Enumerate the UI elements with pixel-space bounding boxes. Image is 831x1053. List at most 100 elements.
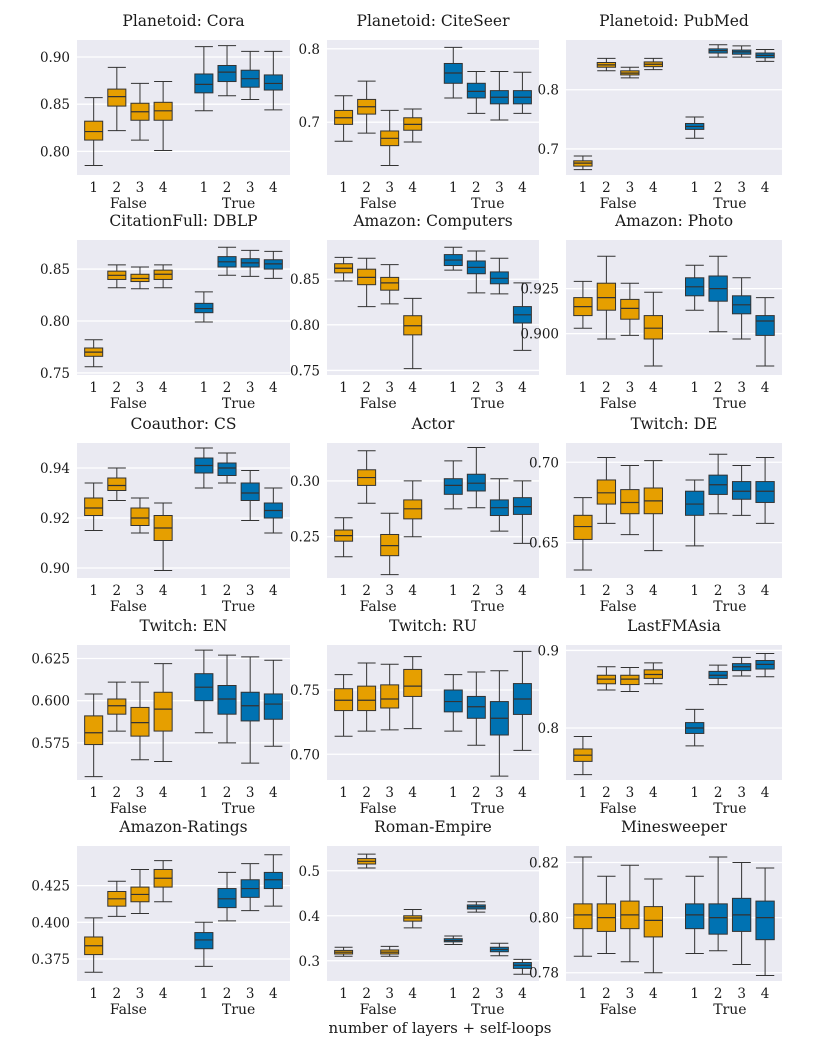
x-tick-label: 2 bbox=[472, 986, 481, 1002]
box-true-1 bbox=[194, 447, 214, 489]
x-tick-label: 3 bbox=[385, 380, 394, 396]
x-tick-label: 4 bbox=[408, 986, 417, 1002]
x-tick-label: 4 bbox=[761, 380, 770, 396]
box-true-4 bbox=[512, 480, 532, 544]
group-label-true: True bbox=[471, 196, 504, 212]
plot-background bbox=[566, 40, 782, 175]
x-tick-label: 4 bbox=[518, 785, 527, 801]
iqr-box bbox=[194, 73, 214, 94]
x-tick-label: 4 bbox=[649, 583, 658, 599]
iqr-box bbox=[403, 668, 423, 697]
y-tick-label: 0.9 bbox=[538, 643, 559, 659]
panel-title: Planetoid: PubMed bbox=[599, 12, 749, 30]
group-label-false: False bbox=[110, 196, 147, 212]
box-false-4 bbox=[403, 656, 423, 730]
iqr-box bbox=[380, 684, 400, 709]
box-true-2 bbox=[708, 856, 728, 952]
x-axis-label: number of layers + self-loops bbox=[329, 1019, 552, 1037]
y-tick-label: 0.4 bbox=[299, 909, 320, 925]
box-true-1 bbox=[194, 291, 214, 323]
x-tick-label: 3 bbox=[246, 380, 255, 396]
box-true-4 bbox=[755, 867, 775, 976]
x-tick-label: 4 bbox=[761, 986, 770, 1002]
iqr-box bbox=[217, 685, 237, 715]
iqr-box bbox=[263, 871, 283, 890]
x-tick-label: 4 bbox=[269, 180, 278, 196]
box-true-4 bbox=[512, 282, 532, 351]
y-tick-label: 0.8 bbox=[299, 42, 320, 58]
iqr-box bbox=[755, 315, 775, 336]
group-label-false: False bbox=[600, 1002, 637, 1018]
box-true-3 bbox=[731, 45, 752, 58]
box-true-3 bbox=[240, 656, 260, 764]
box-true-3 bbox=[731, 465, 752, 516]
x-tick-label: 3 bbox=[495, 180, 504, 196]
box-true-3 bbox=[489, 478, 509, 532]
iqr-box bbox=[130, 706, 150, 737]
x-tick-label: 2 bbox=[362, 583, 371, 599]
box-false-3 bbox=[380, 663, 400, 731]
x-tick-label: 1 bbox=[339, 583, 348, 599]
box-false-1 bbox=[573, 497, 593, 571]
y-tick-label: 0.75 bbox=[290, 683, 320, 699]
panel-title: CitationFull: DBLP bbox=[109, 212, 257, 230]
y-tick-label: 0.7 bbox=[538, 142, 559, 158]
box-false-1 bbox=[84, 917, 104, 973]
box-true-3 bbox=[489, 71, 509, 121]
y-tick-label: 0.575 bbox=[31, 736, 70, 752]
x-tick-label: 1 bbox=[690, 180, 699, 196]
x-tick-label: 3 bbox=[385, 986, 394, 1002]
x-tick-label: 1 bbox=[449, 986, 458, 1002]
x-tick-label: 1 bbox=[579, 380, 588, 396]
x-tick-label: 3 bbox=[246, 986, 255, 1002]
group-label-false: False bbox=[360, 196, 397, 212]
box-false-1 bbox=[84, 339, 104, 368]
iqr-box bbox=[240, 691, 260, 722]
y-tick-label: 0.90 bbox=[40, 561, 70, 577]
x-tick-label: 4 bbox=[518, 380, 527, 396]
box-true-2 bbox=[217, 246, 237, 276]
iqr-box bbox=[380, 276, 400, 291]
group-label-true: True bbox=[713, 801, 746, 817]
group-label-true: True bbox=[222, 801, 255, 817]
x-tick-label: 4 bbox=[518, 986, 527, 1002]
y-tick-label: 0.70 bbox=[290, 747, 320, 763]
panel-title: Roman-Empire bbox=[374, 818, 492, 836]
x-tick-label: 3 bbox=[737, 380, 746, 396]
box-false-3 bbox=[620, 66, 640, 79]
box-true-3 bbox=[240, 50, 260, 100]
box-false-4 bbox=[643, 662, 663, 685]
group-label-false: False bbox=[360, 801, 397, 817]
box-false-3 bbox=[620, 864, 640, 963]
box-false-4 bbox=[403, 480, 423, 538]
x-tick-label: 2 bbox=[714, 583, 723, 599]
box-true-4 bbox=[263, 50, 283, 111]
iqr-box bbox=[685, 490, 705, 516]
box-true-1 bbox=[443, 674, 463, 732]
box-true-3 bbox=[731, 656, 752, 677]
group-label-true: True bbox=[471, 801, 504, 817]
y-tick-label: 0.85 bbox=[40, 97, 70, 113]
plot-background bbox=[77, 443, 290, 578]
y-tick-label: 0.94 bbox=[40, 461, 70, 477]
x-tick-label: 4 bbox=[649, 785, 658, 801]
box-false-1 bbox=[334, 256, 354, 282]
y-tick-label: 0.80 bbox=[290, 318, 320, 334]
x-tick-label: 2 bbox=[223, 583, 232, 599]
box-true-1 bbox=[194, 921, 214, 967]
box-false-2 bbox=[596, 456, 617, 524]
iqr-box bbox=[643, 906, 663, 938]
x-tick-label: 4 bbox=[269, 785, 278, 801]
group-label-true: True bbox=[471, 1002, 504, 1018]
y-tick-label: 0.900 bbox=[520, 327, 559, 343]
iqr-box bbox=[755, 900, 775, 941]
iqr-box bbox=[357, 685, 377, 712]
y-tick-label: 0.85 bbox=[290, 272, 320, 288]
x-tick-label: 1 bbox=[200, 986, 209, 1002]
